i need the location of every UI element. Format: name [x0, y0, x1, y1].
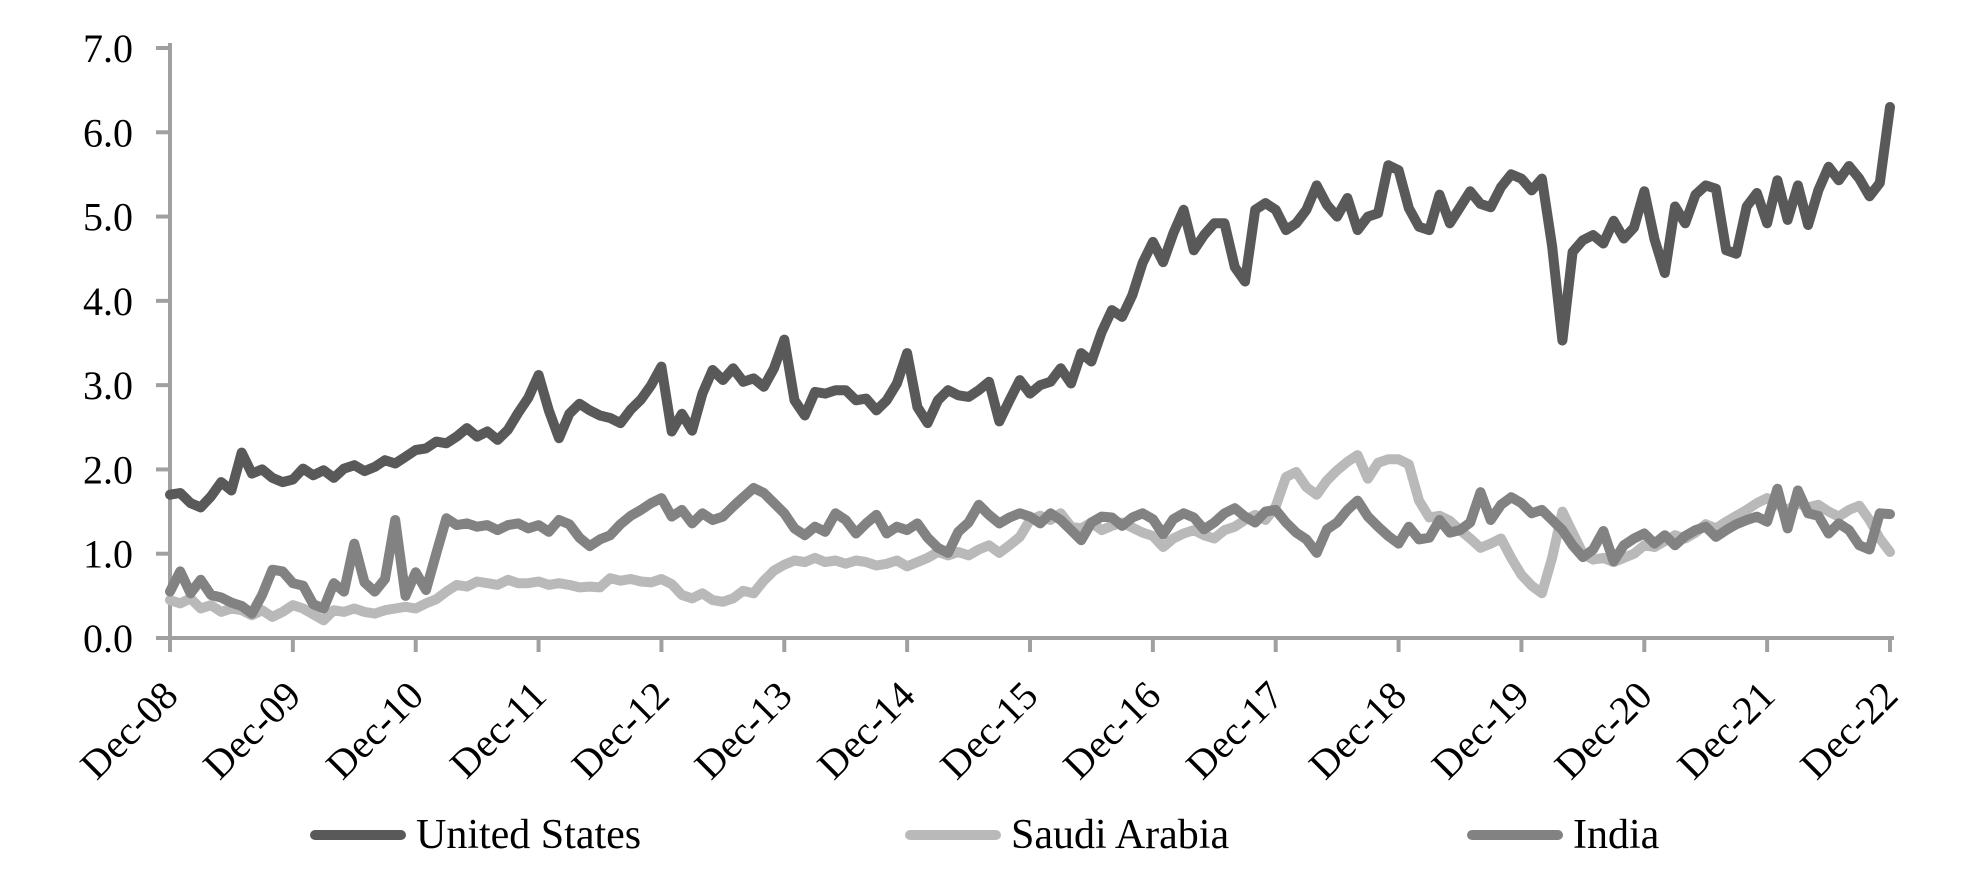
x-axis-tick-label: Dec-21 [1668, 673, 1783, 788]
x-axis-tick-label: Dec-19 [1423, 673, 1538, 788]
x-axis-tick-label: Dec-09 [194, 673, 309, 788]
x-axis-tick-label: Dec-22 [1791, 673, 1906, 788]
y-axis-tick-label: 7.0 [83, 26, 133, 71]
x-axis-tick-label: Dec-13 [686, 673, 801, 788]
x-axis-tick-label: Dec-11 [441, 673, 555, 787]
x-axis-tick-label: Dec-15 [931, 673, 1046, 788]
y-axis-tick-label: 1.0 [83, 532, 133, 577]
x-axis-tick-label: Dec-18 [1300, 673, 1415, 788]
series-line-united-states [165, 102, 1895, 513]
x-axis-tick-label: Dec-10 [317, 673, 432, 788]
y-axis-tick-label: 4.0 [83, 279, 133, 324]
x-axis-tick-label: Dec-08 [71, 673, 186, 788]
x-axis-tick-label: Dec-20 [1546, 673, 1661, 788]
x-axis-tick-label: Dec-12 [563, 673, 678, 788]
y-axis-tick-label: 0.0 [83, 616, 133, 661]
x-axis-tick-label: Dec-16 [1054, 673, 1169, 788]
x-axis-tick-label: Dec-17 [1177, 673, 1292, 788]
y-axis-tick-label: 5.0 [83, 195, 133, 240]
y-axis-tick-label: 2.0 [83, 447, 133, 492]
y-axis-tick-label: 3.0 [83, 363, 133, 408]
series-line-india [165, 483, 1895, 619]
x-axis-tick-label: Dec-14 [808, 673, 923, 788]
y-axis-tick-label: 6.0 [83, 110, 133, 155]
